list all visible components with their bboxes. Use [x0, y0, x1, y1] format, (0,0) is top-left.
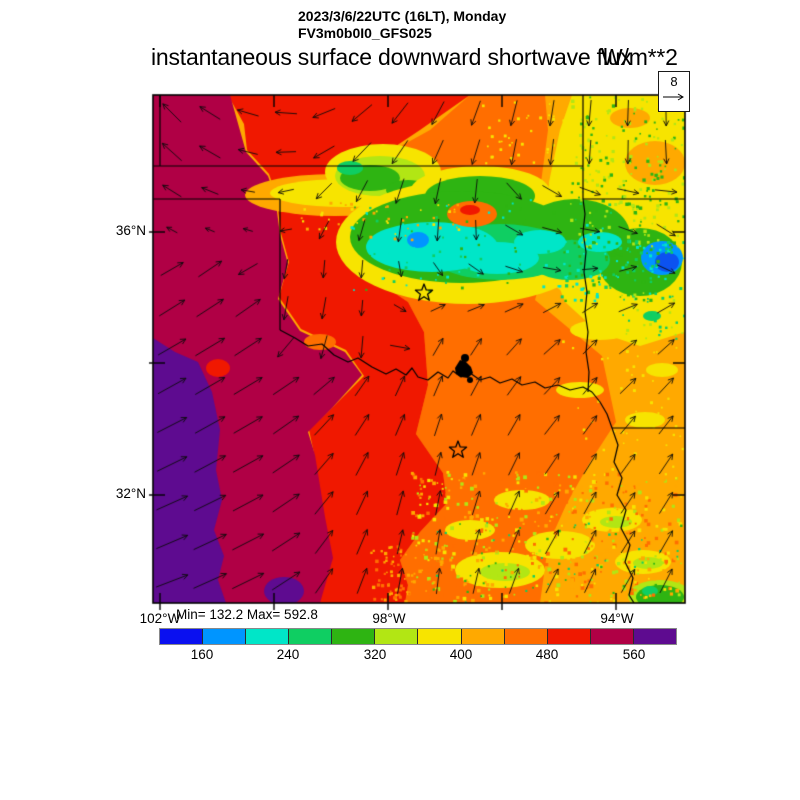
colorbar-segment — [203, 629, 247, 644]
colorbar-segment — [461, 629, 505, 644]
colorbar-tick-label: 480 — [535, 647, 559, 662]
plot-title: instantaneous surface downward shortwave… — [151, 44, 632, 70]
lon-label: 98°W — [372, 611, 406, 626]
units-label: W/m**2 — [601, 44, 678, 70]
colorbar-tick-label: 160 — [190, 647, 214, 662]
colorbar-tick-label: 240 — [276, 647, 300, 662]
colorbar-segment — [504, 629, 548, 644]
colorbar-segment — [332, 629, 376, 644]
model-line: FV3m0b0I0_GFS025 — [298, 25, 432, 41]
colorbar-segment — [590, 629, 634, 644]
colorbar-tick-label: 320 — [363, 647, 387, 662]
reference-arrow-icon — [663, 93, 684, 101]
reference-vector-box: 8 — [658, 71, 690, 112]
colorbar-tick-label: 560 — [622, 647, 646, 662]
lat-label: 32°N — [115, 486, 146, 501]
lon-label: 102°W — [139, 611, 181, 626]
minmax-stats: Min= 132.2 Max= 592.8 — [176, 607, 318, 622]
colorbar — [159, 628, 677, 645]
lat-label: 36°N — [115, 223, 146, 238]
datetime-line: 2023/3/6/22UTC (16LT), Monday — [298, 8, 507, 24]
colorbar-segment — [418, 629, 462, 644]
colorbar-segment — [633, 629, 676, 644]
colorbar-segment — [160, 629, 204, 644]
colorbar-segment — [246, 629, 290, 644]
lon-label: 94°W — [600, 611, 634, 626]
colorbar-tick-label: 400 — [449, 647, 473, 662]
colorbar-segment — [547, 629, 591, 644]
colorbar-segment — [289, 629, 333, 644]
reference-vector-value: 8 — [670, 74, 678, 89]
colorbar-segment — [375, 629, 419, 644]
